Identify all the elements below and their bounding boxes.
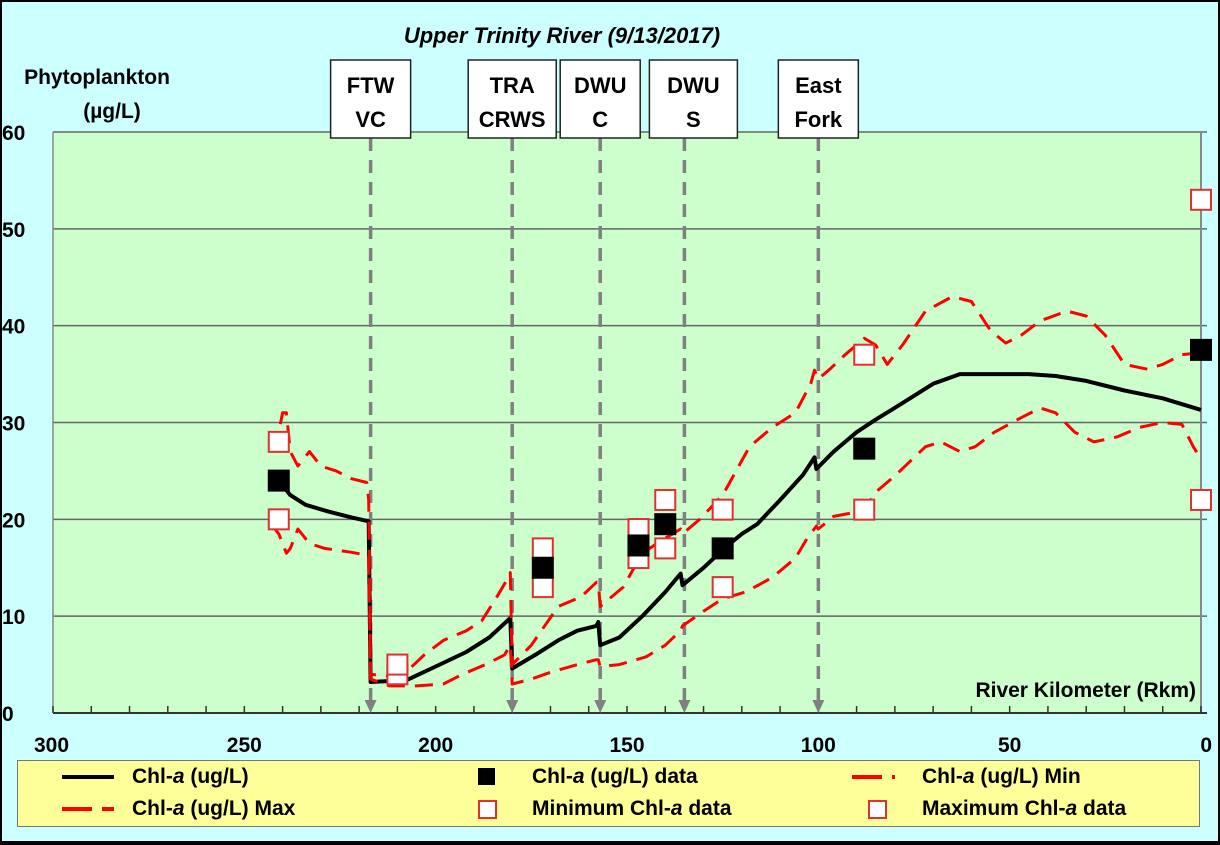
x-tick-label: 150: [609, 734, 644, 757]
hollow-square-marker: [267, 430, 290, 453]
y-tick-label: 40: [2, 316, 25, 339]
hollow-square-icon: [848, 797, 908, 821]
marker-label: East: [795, 73, 842, 98]
x-tick-label: 200: [418, 734, 453, 757]
hollow-square-marker: [853, 343, 876, 366]
arrow-down-icon: [506, 700, 519, 713]
hollow-square-marker: [531, 537, 554, 560]
arrow-down-icon: [678, 700, 691, 713]
hollow-square-marker: [1190, 188, 1212, 211]
filled-square-marker: [1190, 338, 1212, 361]
filled-square-marker: [627, 534, 650, 557]
legend-label: Chl-a (ug/L) data: [532, 765, 698, 788]
x-tick-label: 100: [801, 734, 836, 757]
y-axis-label-line1: Phytoplankton: [24, 66, 170, 89]
x-tick-label: 300: [34, 734, 69, 757]
legend-label: Maximum Chl-a data: [922, 797, 1127, 820]
x-axis-tick-labels: 300 250 200 150 100 50 0: [34, 734, 1212, 757]
arrow-down-icon: [594, 700, 607, 713]
legend-item-model: Chl-a (ug/L): [58, 765, 249, 789]
y-tick-label: 20: [2, 509, 25, 532]
hollow-square-marker: [654, 537, 677, 560]
dashed-line-icon: [848, 765, 908, 789]
legend: Chl-a (ug/L) Chl-a (ug/L) data Chl-a (ug…: [17, 760, 1200, 827]
marker-label: VC: [355, 107, 386, 132]
filled-square-marker: [654, 513, 677, 536]
chart-title: Upper Trinity River (9/13/2017): [404, 23, 720, 48]
dashed-line-icon: [58, 797, 118, 821]
x-tick-label: 0: [1200, 734, 1212, 757]
marker-label: DWU: [667, 73, 720, 98]
x-axis-label: River Kilometer (Rkm): [975, 679, 1196, 702]
x-tick-label: 250: [227, 734, 262, 757]
filled-square-marker: [531, 556, 554, 579]
legend-item-min: Chl-a (ug/L) Min: [848, 765, 1081, 789]
arrow-down-icon: [812, 700, 825, 713]
legend-item-max: Chl-a (ug/L) Max: [58, 797, 295, 821]
y-tick-label: 10: [2, 606, 25, 629]
data-series: [267, 188, 1212, 688]
y-axis-label-line2: (µg/L): [83, 100, 141, 123]
marker-label: CRWS: [479, 107, 546, 132]
marker-label: DWU: [574, 73, 627, 98]
legend-item-min-data: Minimum Chl-a data: [458, 797, 732, 821]
hollow-square-marker: [1190, 488, 1212, 511]
hollow-square-marker: [853, 498, 876, 521]
marker-label: C: [592, 107, 608, 132]
hollow-square-marker: [267, 508, 290, 531]
x-axis-ticks: [52, 706, 1202, 713]
legend-item-data: Chl-a (ug/L) data: [458, 765, 698, 789]
marker-label: S: [686, 107, 701, 132]
hollow-square-icon: [458, 797, 518, 821]
hollow-square-marker: [386, 653, 409, 676]
hollow-square-marker: [654, 488, 677, 511]
x-tick-label: 50: [998, 734, 1021, 757]
legend-item-max-data: Maximum Chl-a data: [848, 797, 1126, 821]
marker-label-box: [559, 59, 641, 139]
filled-square-icon: [458, 765, 518, 789]
marker-label-box: [467, 59, 557, 139]
hollow-square-marker: [711, 576, 734, 599]
facility-markers: FTW VC TRA CRWS DWU C DWU S East Fork: [329, 59, 860, 713]
series-line-min: [269, 406, 1203, 688]
hollow-square-marker: [531, 576, 554, 599]
marker-label: FTW: [347, 73, 395, 98]
y-tick-label: 30: [2, 413, 25, 436]
marker-label: Fork: [794, 107, 842, 132]
filled-square-marker: [853, 437, 876, 460]
filled-square-marker: [267, 469, 290, 492]
marker-label-box: [648, 59, 739, 139]
y-tick-label: 0: [2, 703, 14, 726]
legend-label: Chl-a (ug/L) Min: [922, 765, 1081, 788]
legend-label: Chl-a (ug/L): [132, 765, 249, 788]
marker-label-box: [329, 59, 412, 139]
marker-label-box: [777, 59, 860, 139]
y-tick-label: 60: [2, 122, 25, 145]
solid-line-icon: [58, 765, 118, 789]
y-axis-tick-labels: 0 10 20 30 40 50 60: [2, 122, 25, 726]
legend-label: Minimum Chl-a data: [532, 797, 732, 820]
filled-square-marker: [711, 537, 734, 560]
arrow-down-icon: [364, 700, 377, 713]
legend-label: Chl-a (ug/L) Max: [132, 797, 296, 820]
hollow-square-marker: [711, 498, 734, 521]
y-tick-label: 50: [2, 219, 25, 242]
marker-label: TRA: [490, 73, 535, 98]
